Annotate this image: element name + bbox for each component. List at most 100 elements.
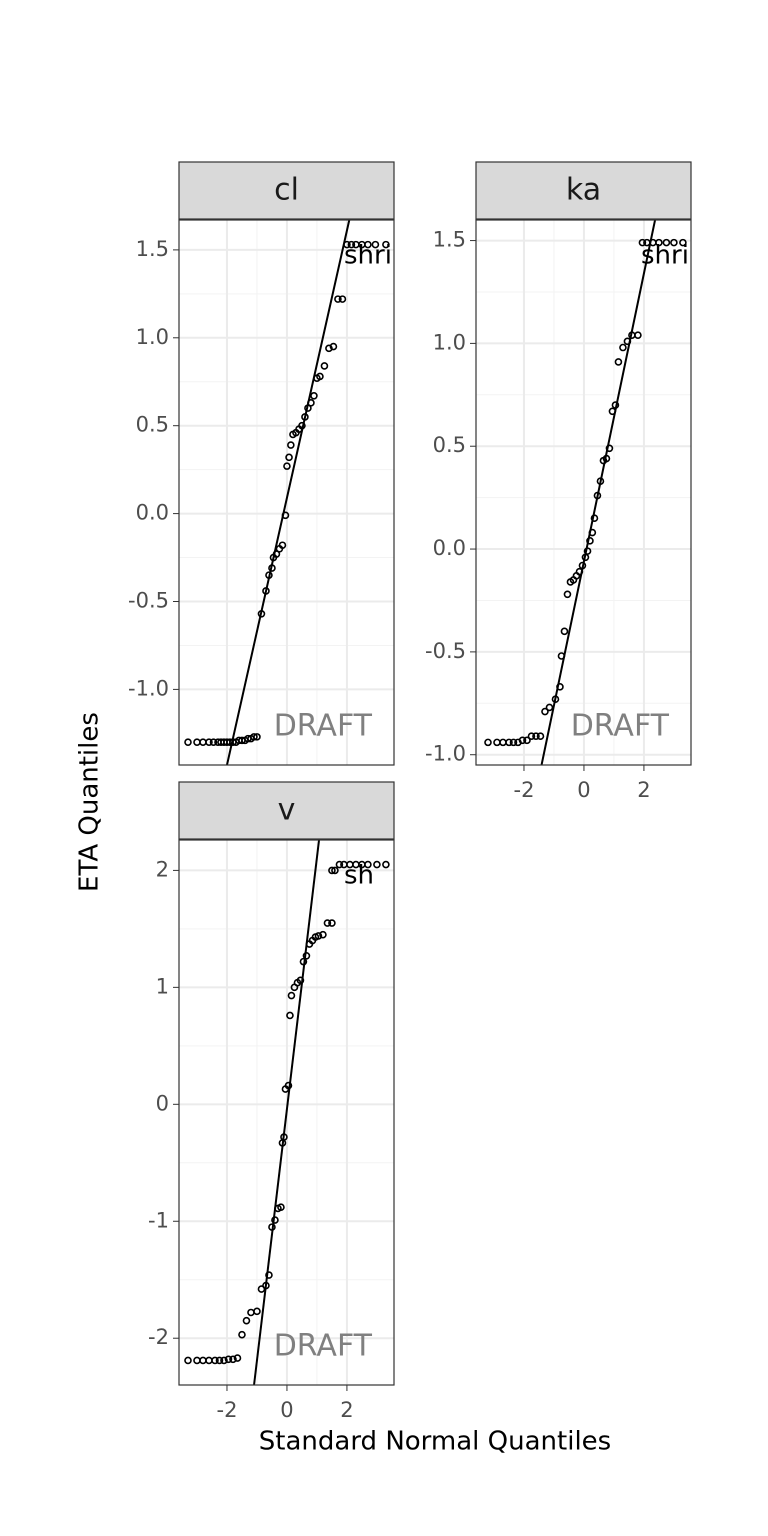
strip <box>178 781 395 840</box>
point <box>283 462 291 470</box>
point <box>265 1271 273 1279</box>
point <box>679 238 687 247</box>
point <box>662 238 671 247</box>
x-tick-label: -2 <box>217 1398 238 1422</box>
qq-line <box>225 220 351 765</box>
point <box>323 919 332 927</box>
point <box>331 866 339 875</box>
point <box>364 240 372 249</box>
panel-border <box>475 219 692 766</box>
point <box>184 1356 192 1365</box>
shrinkage-label: shri <box>344 241 392 271</box>
point <box>285 453 293 462</box>
point <box>209 738 218 746</box>
point <box>277 1203 285 1212</box>
point <box>505 738 513 747</box>
shrinkage-label: sh <box>344 861 374 891</box>
shrinkage-label: shri <box>641 241 689 271</box>
point <box>527 732 536 741</box>
point <box>523 736 531 745</box>
point <box>224 1355 233 1364</box>
y-tick-label: -1.0 <box>128 676 169 700</box>
panel: DRAFT shri <box>476 220 691 765</box>
y-tick-label: -0.5 <box>425 639 466 663</box>
point <box>371 240 380 249</box>
draft-label: DRAFT <box>274 709 373 744</box>
point <box>320 362 329 370</box>
y-tick-label: 1 <box>156 974 169 998</box>
point <box>287 441 295 449</box>
point <box>382 860 390 869</box>
point <box>509 738 518 747</box>
point <box>211 1356 219 1365</box>
x-tick-label: -2 <box>514 778 535 802</box>
point <box>634 331 642 339</box>
point <box>536 732 545 741</box>
point <box>325 344 333 353</box>
point <box>655 238 663 247</box>
point <box>314 932 323 940</box>
strip-label: cl <box>274 173 299 208</box>
point <box>220 1356 228 1365</box>
point <box>253 733 261 741</box>
point <box>541 707 549 716</box>
point <box>296 976 305 985</box>
point <box>278 541 287 550</box>
y-tick-label: 1.5 <box>433 228 466 252</box>
y-tick-label: 0.0 <box>433 536 466 560</box>
point <box>518 736 527 745</box>
y-tick-label: 1.5 <box>136 237 169 261</box>
strip <box>475 161 692 220</box>
y-tick-label: 0 <box>156 1091 169 1115</box>
x-tick-label: 2 <box>637 778 650 802</box>
x-tick-label: 2 <box>340 1398 353 1422</box>
point <box>319 930 327 939</box>
point <box>287 991 296 1000</box>
point <box>605 444 614 453</box>
strip-label: v <box>278 793 296 828</box>
x-axis-label: Standard Normal Quantiles <box>259 1427 611 1457</box>
point <box>347 240 356 249</box>
point <box>242 1316 251 1325</box>
point <box>253 1307 261 1316</box>
panel: DRAFT sh <box>179 840 394 1385</box>
y-tick-label: 1.0 <box>433 330 466 354</box>
point <box>328 919 336 927</box>
y-tick-label: -1.0 <box>425 742 466 766</box>
point <box>215 1356 224 1365</box>
panel-border <box>178 839 395 1386</box>
y-tick-label: 2 <box>156 857 169 881</box>
point <box>545 703 554 712</box>
y-axis-label: ETA Quantiles <box>75 712 105 892</box>
point <box>638 238 647 247</box>
point <box>563 590 572 599</box>
point <box>286 1011 294 1020</box>
point <box>233 1354 242 1362</box>
y-tick-label: 0.5 <box>136 413 169 437</box>
strip-label: ka <box>566 173 601 208</box>
x-tick-label: 0 <box>280 1398 293 1422</box>
point <box>334 295 342 303</box>
draft-label: DRAFT <box>571 709 670 744</box>
point <box>484 738 492 747</box>
qq-line <box>540 220 657 765</box>
point <box>614 358 623 366</box>
point <box>205 738 213 746</box>
point <box>238 1330 246 1339</box>
point <box>382 240 390 249</box>
qq-line <box>253 840 321 1385</box>
point <box>373 860 381 869</box>
panel: DRAFT shri <box>179 220 394 765</box>
y-tick-label: -1 <box>148 1208 169 1232</box>
point <box>257 1285 266 1293</box>
panel-border <box>178 219 395 766</box>
point <box>364 860 372 869</box>
point <box>250 733 258 741</box>
point <box>329 342 338 351</box>
point <box>310 392 318 400</box>
point <box>532 732 540 741</box>
point <box>586 537 594 545</box>
point <box>229 1355 237 1364</box>
point <box>338 295 347 303</box>
